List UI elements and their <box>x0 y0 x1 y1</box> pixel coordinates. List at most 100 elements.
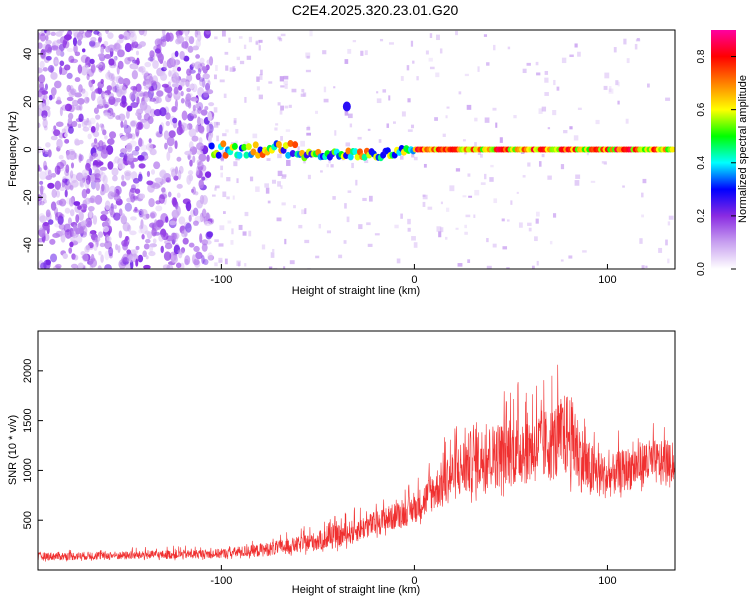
noise-blob <box>191 114 198 119</box>
noise-blob <box>92 152 98 158</box>
noise-speck <box>527 222 532 226</box>
noise-blob <box>124 171 131 181</box>
noise-blob <box>144 61 152 68</box>
noise-speck <box>283 80 288 85</box>
noise-blob <box>104 250 110 261</box>
noise-blob <box>55 100 62 105</box>
noise-blob <box>145 143 154 151</box>
noise-speck <box>358 224 363 230</box>
noise-blob <box>42 115 47 121</box>
noise-speck <box>219 225 225 231</box>
noise-blob <box>93 107 99 115</box>
noise-speck <box>641 265 645 269</box>
noise-blob <box>178 249 183 259</box>
noise-blob <box>53 125 57 131</box>
noise-speck <box>458 91 462 95</box>
noise-blob <box>130 85 138 91</box>
noise-speck <box>462 195 467 198</box>
noise-speck <box>423 163 427 168</box>
noise-blob <box>84 30 92 38</box>
noise-blob <box>193 207 199 217</box>
noise-blob <box>38 122 41 129</box>
noise-blob <box>123 30 132 41</box>
noise-blob <box>97 265 102 269</box>
noise-blob <box>186 68 192 76</box>
noise-speck <box>255 41 258 45</box>
top-x-tick-label: -100 <box>210 274 232 286</box>
noise-speck <box>462 139 466 142</box>
noise-blob <box>208 102 215 107</box>
noise-speck <box>467 259 471 263</box>
noise-blob <box>50 87 57 96</box>
noise-blob <box>64 132 68 138</box>
noise-blob <box>138 65 146 73</box>
noise-blob <box>67 217 72 226</box>
noise-blob <box>135 111 141 117</box>
noise-speck <box>466 104 472 110</box>
noise-blob <box>40 262 47 269</box>
noise-blob <box>204 30 212 35</box>
noise-blob <box>202 257 207 265</box>
noise-blob <box>88 210 93 218</box>
noise-blob <box>142 91 150 99</box>
noise-speck <box>544 92 549 96</box>
noise-blob <box>177 169 182 180</box>
noise-blob <box>77 262 84 269</box>
noise-blob <box>132 195 138 200</box>
signal-blob <box>250 148 257 156</box>
noise-blob <box>130 120 136 127</box>
noise-blob <box>50 31 56 37</box>
noise-blob <box>190 110 196 117</box>
noise-blob <box>98 64 103 73</box>
noise-blob <box>185 201 192 212</box>
noise-speck <box>279 110 283 115</box>
noise-blob <box>199 78 206 87</box>
noise-blob <box>104 135 108 140</box>
noise-blob <box>192 45 200 51</box>
noise-speck <box>309 30 313 37</box>
noise-blob <box>45 39 52 45</box>
noise-speck <box>474 189 480 196</box>
noise-blob <box>160 72 168 81</box>
bottom-x-tick-label: 100 <box>598 575 616 587</box>
bottom-y-tick-label: 1000 <box>22 458 34 482</box>
noise-blob <box>206 59 213 65</box>
noise-speck <box>665 97 671 101</box>
noise-blob <box>74 138 80 146</box>
noise-blob <box>48 94 53 101</box>
noise-blob <box>164 240 172 245</box>
noise-blob <box>90 174 96 183</box>
noise-blob <box>65 164 70 174</box>
noise-blob <box>45 175 52 181</box>
noise-blob <box>135 50 140 56</box>
noise-blob <box>53 265 61 269</box>
noise-blob <box>92 215 98 225</box>
noise-blob <box>146 180 154 186</box>
noise-blob <box>39 171 47 180</box>
noise-blob <box>39 185 44 196</box>
noise-blob <box>39 215 47 223</box>
noise-blob <box>169 220 177 226</box>
noise-blob <box>43 165 48 171</box>
noise-blob <box>45 142 51 148</box>
noise-blob <box>113 42 121 52</box>
noise-blob <box>124 42 132 53</box>
snr-panel: -100 0 100 500 1000 1500 2000 Height of strai… <box>7 330 676 596</box>
noise-speck <box>575 174 581 179</box>
noise-blob <box>125 235 129 241</box>
noise-speck <box>364 159 369 164</box>
noise-blob <box>148 197 155 208</box>
noise-speck <box>320 170 323 173</box>
noise-speck <box>273 267 278 269</box>
noise-blob <box>70 180 79 188</box>
noise-blob <box>74 92 82 98</box>
noise-blob <box>165 112 171 120</box>
noise-blob <box>153 219 158 229</box>
noise-blob <box>201 208 207 219</box>
noise-speck <box>225 65 229 71</box>
noise-blob <box>74 104 80 111</box>
noise-speck <box>535 61 539 66</box>
noise-speck <box>213 107 218 113</box>
noise-blob <box>64 207 71 214</box>
noise-blob <box>121 256 129 263</box>
